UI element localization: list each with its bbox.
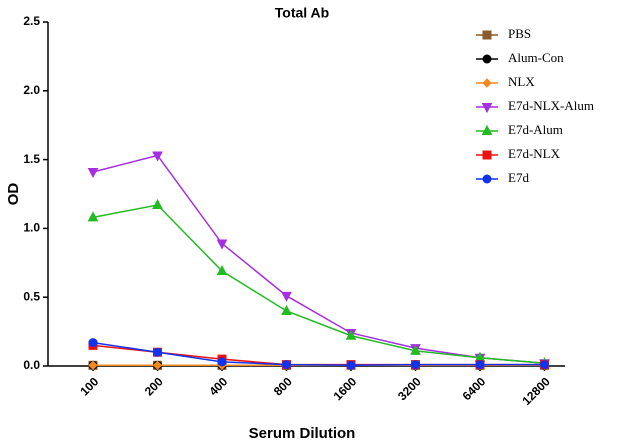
x-tick-label: 400	[206, 374, 230, 398]
y-tick-label: 1.5	[23, 152, 40, 166]
data-point	[152, 360, 163, 371]
data-point	[410, 344, 421, 355]
series-line	[92, 204, 545, 364]
x-tick-label: 1600	[331, 374, 360, 403]
y-tick-label: 1.0	[23, 221, 40, 235]
chart-title: Total Ab	[275, 5, 329, 21]
data-point	[282, 360, 291, 370]
data-point	[217, 357, 227, 367]
x-tick-label: 800	[271, 374, 295, 398]
y-tick-label: 0.0	[23, 358, 40, 372]
legend-marker	[482, 174, 492, 184]
legend-label: Alum-Con	[508, 50, 564, 65]
y-tick-label: 2.5	[23, 14, 40, 28]
data-point	[411, 360, 420, 370]
x-tick-label: 200	[142, 374, 166, 398]
legend-label: NLX	[508, 74, 535, 89]
legend-marker	[482, 54, 492, 64]
data-point	[540, 360, 549, 370]
data-point	[88, 360, 98, 371]
y-axis-label: OD	[5, 183, 22, 206]
legend-marker	[481, 103, 493, 114]
data-point	[281, 304, 292, 315]
series-line	[92, 341, 545, 367]
y-tick-label: 2.0	[23, 83, 40, 97]
data-point	[152, 151, 163, 162]
data-point	[345, 329, 357, 340]
legend-label: E7d-Alum	[508, 122, 563, 137]
legend-label: PBS	[508, 26, 531, 41]
series-line	[92, 154, 545, 364]
x-tick-label: 100	[77, 374, 101, 398]
x-tick-label: 6400	[460, 374, 489, 403]
data-point	[475, 360, 485, 370]
x-tick-label: 12800	[519, 374, 553, 408]
data-point	[87, 167, 99, 179]
legend-marker	[482, 30, 492, 40]
x-tick-label: 3200	[395, 374, 424, 403]
data-point	[216, 264, 228, 276]
legend-marker	[481, 124, 493, 135]
legend-marker	[482, 150, 492, 160]
data-point	[216, 239, 228, 250]
data-point	[153, 347, 162, 357]
x-axis-label: Serum Dilution	[249, 425, 356, 442]
legend-label: E7d-NLX-Alum	[508, 98, 594, 113]
legend-label: E7d-NLX	[508, 146, 561, 161]
data-point	[152, 198, 163, 210]
legend-marker	[482, 78, 492, 88]
data-point	[87, 211, 99, 222]
data-point	[281, 291, 292, 302]
data-point	[346, 360, 356, 370]
data-point	[88, 338, 98, 348]
y-tick-label: 0.5	[23, 289, 40, 303]
legend-label: E7d	[508, 170, 529, 185]
